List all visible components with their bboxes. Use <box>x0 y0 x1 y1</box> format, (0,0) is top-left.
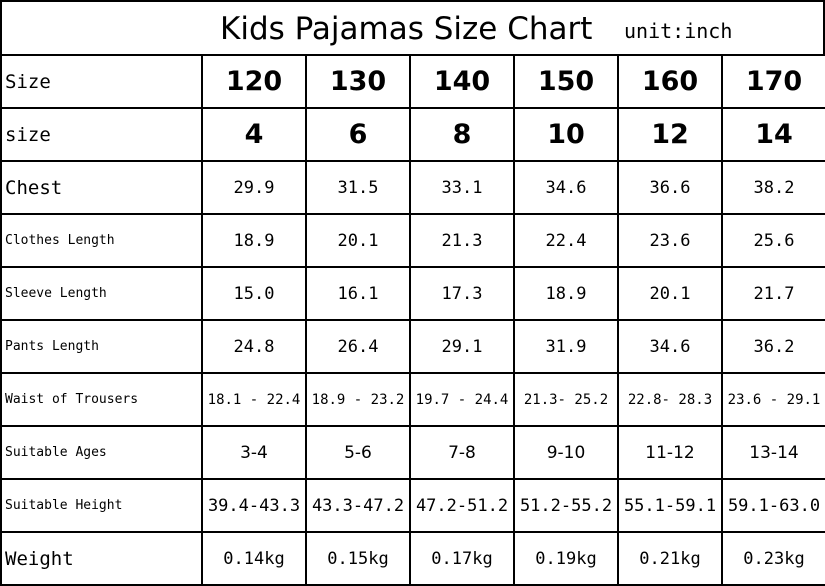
us-size-cell: 10 <box>513 107 619 162</box>
row-label-pants-length: Pants Length <box>0 319 203 374</box>
pants-length-cell: 24.8 <box>201 319 307 374</box>
size-cell: 120 <box>201 54 307 109</box>
chest-cell: 34.6 <box>513 160 619 215</box>
row-label-sleeve-length: Sleeve Length <box>0 266 203 321</box>
height-cell: 47.2-51.2 <box>409 478 515 533</box>
weight-cell: 0.15kg <box>305 531 411 586</box>
row-label-height: Suitable Height <box>0 478 203 533</box>
table-row: Waist of Trousers 18.1 - 22.4 18.9 - 23.… <box>0 372 825 427</box>
sleeve-length-cell: 21.7 <box>721 266 825 321</box>
weight-cell: 0.21kg <box>617 531 723 586</box>
table-row: size 4 6 8 10 12 14 <box>0 107 825 162</box>
unit-label: unit:inch <box>624 19 733 43</box>
pants-length-cell: 34.6 <box>617 319 723 374</box>
ages-cell: 3-4 <box>201 425 307 480</box>
ages-cell: 13-14 <box>721 425 825 480</box>
waist-cell: 22.8- 28.3 <box>617 372 723 427</box>
size-cell: 150 <box>513 54 619 109</box>
row-label-weight: Weight <box>0 531 203 586</box>
us-size-cell: 4 <box>201 107 307 162</box>
row-label-waist: Waist of Trousers <box>0 372 203 427</box>
title-row: Kids Pajamas Size Chart unit:inch <box>0 0 825 54</box>
height-cell: 59.1-63.0 <box>721 478 825 533</box>
pants-length-cell: 36.2 <box>721 319 825 374</box>
table-row: Sleeve Length 15.0 16.1 17.3 18.9 20.1 2… <box>0 266 825 321</box>
clothes-length-cell: 23.6 <box>617 213 723 268</box>
chest-cell: 29.9 <box>201 160 307 215</box>
height-cell: 39.4-43.3 <box>201 478 307 533</box>
table-row: Pants Length 24.8 26.4 29.1 31.9 34.6 36… <box>0 319 825 374</box>
waist-cell: 19.7 - 24.4 <box>409 372 515 427</box>
table-row: Suitable Ages 3-4 5-6 7-8 9-10 11-12 13-… <box>0 425 825 480</box>
ages-cell: 11-12 <box>617 425 723 480</box>
weight-cell: 0.23kg <box>721 531 825 586</box>
table-row: Clothes Length 18.9 20.1 21.3 22.4 23.6 … <box>0 213 825 268</box>
us-size-cell: 14 <box>721 107 825 162</box>
us-size-cell: 6 <box>305 107 411 162</box>
us-size-cell: 12 <box>617 107 723 162</box>
table-row: Chest 29.9 31.5 33.1 34.6 36.6 38.2 <box>0 160 825 215</box>
weight-cell: 0.17kg <box>409 531 515 586</box>
table-row: Weight 0.14kg 0.15kg 0.17kg 0.19kg 0.21k… <box>0 531 825 586</box>
row-label-us-size: size <box>0 107 203 162</box>
chest-cell: 38.2 <box>721 160 825 215</box>
size-cell: 130 <box>305 54 411 109</box>
chart-title: Kids Pajamas Size Chart <box>220 11 593 47</box>
size-cell: 140 <box>409 54 515 109</box>
height-cell: 43.3-47.2 <box>305 478 411 533</box>
waist-cell: 23.6 - 29.1 <box>721 372 825 427</box>
size-cell: 170 <box>721 54 825 109</box>
chest-cell: 31.5 <box>305 160 411 215</box>
row-label-clothes-length: Clothes Length <box>0 213 203 268</box>
sleeve-length-cell: 18.9 <box>513 266 619 321</box>
weight-cell: 0.19kg <box>513 531 619 586</box>
sleeve-length-cell: 17.3 <box>409 266 515 321</box>
pants-length-cell: 31.9 <box>513 319 619 374</box>
chest-cell: 36.6 <box>617 160 723 215</box>
clothes-length-cell: 25.6 <box>721 213 825 268</box>
size-table: Size 120 130 140 150 160 170 size 4 6 8 … <box>0 54 825 586</box>
size-cell: 160 <box>617 54 723 109</box>
ages-cell: 7-8 <box>409 425 515 480</box>
sleeve-length-cell: 16.1 <box>305 266 411 321</box>
ages-cell: 9-10 <box>513 425 619 480</box>
sleeve-length-cell: 20.1 <box>617 266 723 321</box>
clothes-length-cell: 21.3 <box>409 213 515 268</box>
us-size-cell: 8 <box>409 107 515 162</box>
table-row: Suitable Height 39.4-43.3 43.3-47.2 47.2… <box>0 478 825 533</box>
height-cell: 55.1-59.1 <box>617 478 723 533</box>
chest-cell: 33.1 <box>409 160 515 215</box>
waist-cell: 18.1 - 22.4 <box>201 372 307 427</box>
row-label-chest: Chest <box>0 160 203 215</box>
clothes-length-cell: 22.4 <box>513 213 619 268</box>
clothes-length-cell: 18.9 <box>201 213 307 268</box>
ages-cell: 5-6 <box>305 425 411 480</box>
pants-length-cell: 29.1 <box>409 319 515 374</box>
height-cell: 51.2-55.2 <box>513 478 619 533</box>
pants-length-cell: 26.4 <box>305 319 411 374</box>
clothes-length-cell: 20.1 <box>305 213 411 268</box>
waist-cell: 21.3- 25.2 <box>513 372 619 427</box>
row-label-size: Size <box>0 54 203 109</box>
table-row: Size 120 130 140 150 160 170 <box>0 54 825 109</box>
waist-cell: 18.9 - 23.2 <box>305 372 411 427</box>
row-label-ages: Suitable Ages <box>0 425 203 480</box>
sleeve-length-cell: 15.0 <box>201 266 307 321</box>
weight-cell: 0.14kg <box>201 531 307 586</box>
